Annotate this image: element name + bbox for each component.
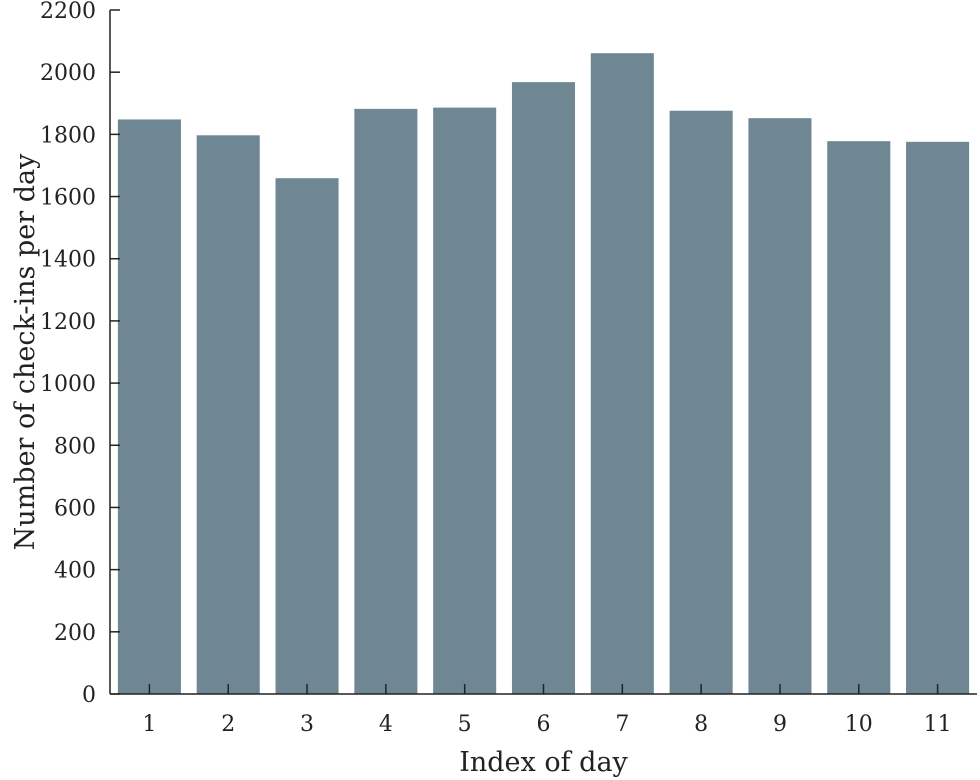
y-tick-label: 400	[54, 559, 96, 584]
x-tick-label: 4	[379, 712, 393, 737]
y-tick-label: 2000	[40, 61, 96, 86]
bar-1	[117, 119, 181, 694]
bar-11	[906, 141, 970, 694]
y-tick-label: 1800	[40, 123, 96, 148]
y-tick-label: 2200	[40, 0, 96, 24]
bar-5	[433, 107, 497, 694]
x-tick-label: 3	[300, 712, 314, 737]
y-tick-label: 1600	[40, 186, 96, 211]
bar-2	[196, 135, 260, 695]
x-tick-label: 1	[142, 712, 156, 737]
bar-10	[827, 141, 891, 694]
x-tick-label: 10	[845, 712, 873, 737]
x-tick-label: 5	[458, 712, 472, 737]
x-tick-label: 9	[773, 712, 787, 737]
bars-group	[117, 53, 970, 695]
bar-4	[354, 108, 418, 695]
bar-7	[590, 53, 654, 695]
y-tick-label: 1200	[40, 310, 96, 335]
bar-3	[275, 178, 339, 694]
y-axis-label: Number of check-ins per day	[10, 153, 41, 550]
ticks-group: 0 200 400 600 800 1000 1200 1400 1600 1800 2000 220…	[40, 0, 952, 737]
x-tick-label: 8	[694, 712, 708, 737]
bar-8	[669, 110, 733, 695]
bar-9	[748, 118, 812, 694]
y-tick-label: 0	[82, 683, 96, 708]
y-tick-label: 600	[54, 496, 96, 521]
bar-6	[511, 82, 576, 694]
y-tick-label: 1400	[40, 248, 96, 273]
y-tick-label: 1000	[40, 372, 96, 397]
x-tick-label: 7	[615, 712, 629, 737]
y-tick-label: 800	[54, 434, 96, 459]
y-tick-label: 200	[54, 621, 96, 646]
x-tick-label: 11	[924, 712, 952, 737]
x-axis-label: Index of day	[459, 747, 628, 778]
x-tick-label: 2	[221, 712, 235, 737]
x-tick-label: 6	[537, 712, 551, 737]
